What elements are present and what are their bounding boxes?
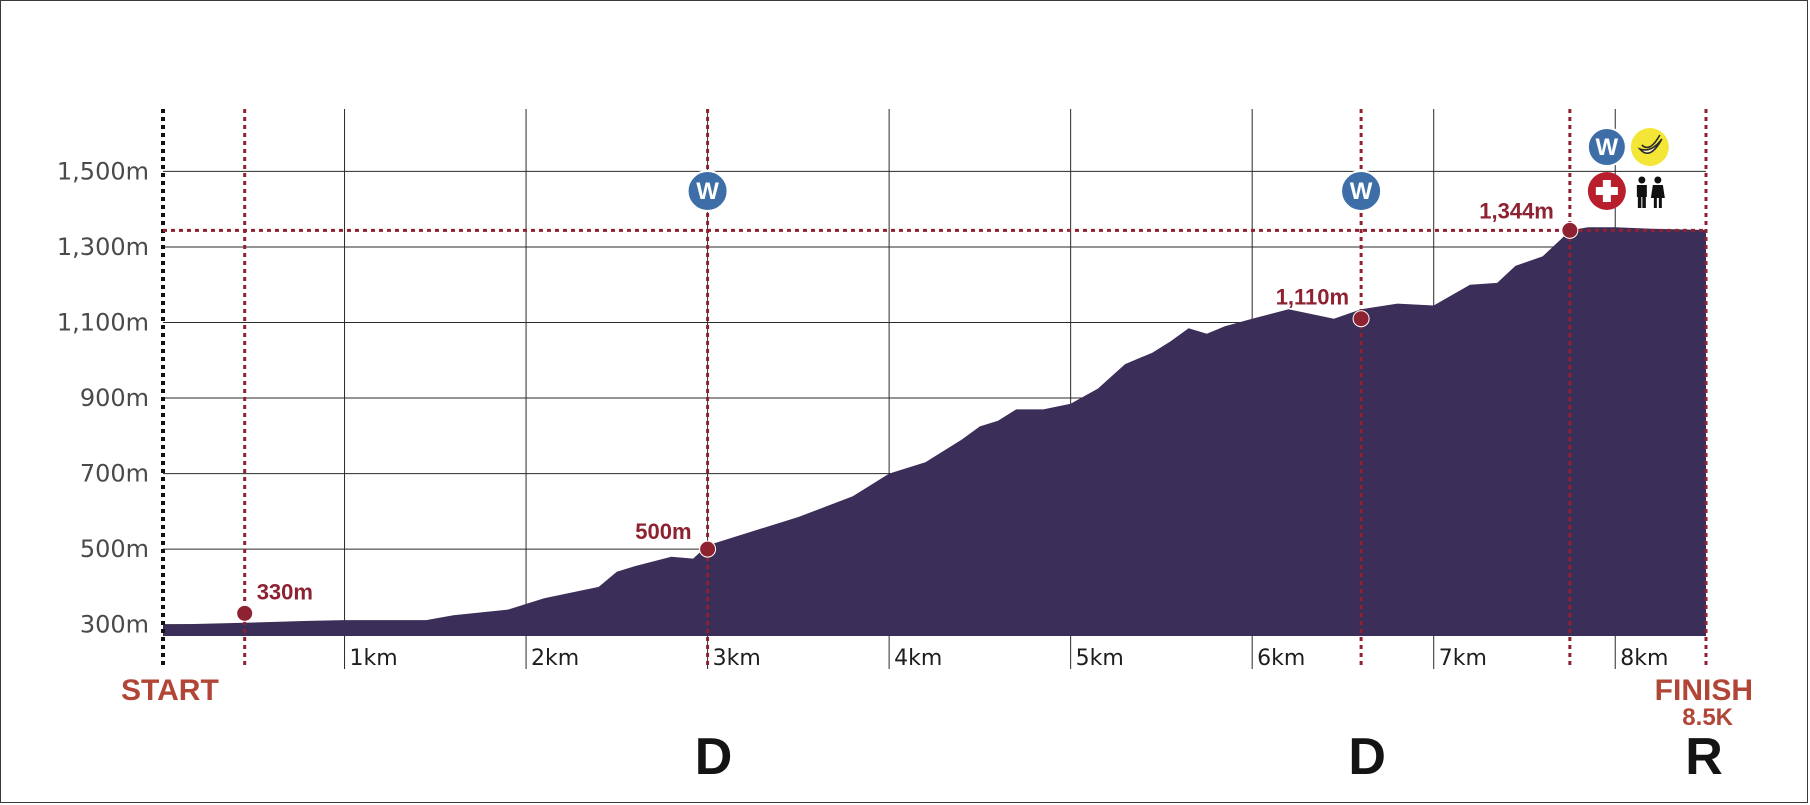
restroom-man-leg bbox=[1642, 197, 1646, 208]
water-icon-disc bbox=[686, 170, 729, 212]
restroom-woman-body bbox=[1650, 185, 1665, 198]
water-icon-disc bbox=[1340, 170, 1383, 212]
station-icons: W W W bbox=[686, 127, 1669, 212]
water-icon-glyph: W bbox=[696, 178, 719, 205]
waypoint-label: 1,110m bbox=[1276, 285, 1349, 310]
x-tick-label: 5km bbox=[1076, 646, 1124, 671]
waypoint-label: 330m bbox=[257, 579, 313, 604]
restroom-man-head bbox=[1638, 176, 1646, 184]
banana-icon bbox=[1630, 128, 1669, 166]
restroom-man-body bbox=[1636, 185, 1647, 197]
waypoint-layer: 330m 500m 1,110m 1,344m bbox=[236, 198, 1579, 622]
start-label: START bbox=[121, 674, 219, 707]
water-icon-glyph: W bbox=[1596, 134, 1619, 161]
finish-distance-label: 8.5K bbox=[1682, 704, 1733, 731]
waypoint-dot bbox=[699, 540, 717, 558]
station-letter: R bbox=[1685, 728, 1723, 786]
restroom-icon bbox=[1636, 176, 1665, 208]
station-letter: D bbox=[1348, 728, 1386, 786]
elevation-area bbox=[163, 227, 1706, 637]
x-tick-label: 3km bbox=[713, 646, 761, 671]
first-aid-icon bbox=[1587, 172, 1626, 210]
water-icon-disc bbox=[1586, 127, 1627, 167]
x-tick-label: 1km bbox=[350, 646, 398, 671]
tick-labels: 300m 500m 700m 900m 1,100m 1,300m 1,500m 1km 2km… bbox=[57, 157, 1669, 671]
restroom-woman-head bbox=[1654, 176, 1662, 184]
x-tick-label: 6km bbox=[1257, 646, 1305, 671]
restroom-woman-leg bbox=[1653, 198, 1657, 208]
marker-lines bbox=[161, 109, 1708, 669]
banana-shape bbox=[1637, 138, 1663, 155]
water-icon: W bbox=[1586, 127, 1627, 167]
waypoint-dot bbox=[1352, 310, 1370, 328]
x-tick-label: 7km bbox=[1439, 646, 1487, 671]
banana-shape bbox=[1641, 134, 1661, 149]
x-tick-label: 2km bbox=[531, 646, 579, 671]
y-tick-label: 1,100m bbox=[57, 309, 149, 337]
y-tick-label: 1,300m bbox=[57, 233, 149, 261]
first-aid-cross bbox=[1595, 187, 1618, 195]
waypoint-dot bbox=[236, 604, 254, 622]
water-icon-glyph: W bbox=[1350, 178, 1373, 205]
waypoint-dot bbox=[1561, 221, 1579, 239]
x-tick-label: 4km bbox=[894, 646, 942, 671]
water-icon: W bbox=[686, 170, 729, 212]
waypoint-label: 1,344m bbox=[1479, 198, 1554, 223]
finish-label: FINISH bbox=[1655, 674, 1753, 707]
y-tick-label: 1,500m bbox=[57, 157, 149, 185]
restroom-woman-leg bbox=[1658, 198, 1662, 208]
water-icon: W bbox=[1340, 170, 1383, 212]
restroom-man-leg bbox=[1637, 197, 1642, 208]
y-tick-label: 300m bbox=[80, 611, 149, 639]
station-letter: D bbox=[695, 728, 733, 786]
x-tick-label: 8km bbox=[1620, 646, 1668, 671]
elevation-area-layer bbox=[163, 227, 1706, 637]
y-tick-label: 700m bbox=[80, 460, 149, 488]
waypoint-label: 500m bbox=[635, 519, 691, 544]
y-tick-label: 500m bbox=[80, 535, 149, 563]
y-tick-label: 900m bbox=[80, 384, 149, 412]
